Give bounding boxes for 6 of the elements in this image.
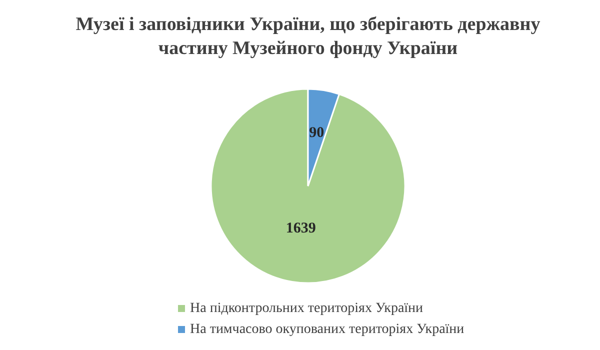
- legend-label: На підконтрольних територіях України: [190, 301, 424, 316]
- data-label: 1639: [286, 220, 316, 237]
- pie-slice: [210, 88, 406, 284]
- legend-label: На тимчасово окупованих територіях України: [190, 322, 465, 338]
- data-label: 90: [309, 124, 324, 141]
- chart-title: Музеї і заповідники України, що зберігають державну частину Музейного фонду України: [76, 14, 541, 59]
